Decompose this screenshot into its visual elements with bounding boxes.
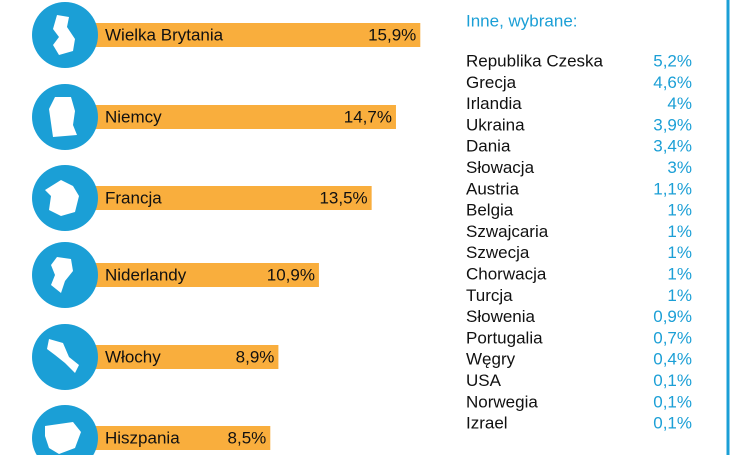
list-value: 1% — [667, 222, 692, 241]
list-value: 0,1% — [653, 414, 692, 433]
category-label: Niemcy — [105, 107, 162, 126]
list-name: Ukraina — [466, 115, 525, 134]
list-name: Turcja — [466, 286, 513, 305]
list-value: 1% — [667, 243, 692, 262]
list-name: Węgry — [466, 350, 516, 369]
list-name: Słowacja — [466, 158, 535, 177]
value-label: 13,5% — [319, 188, 367, 207]
country-shape — [53, 15, 75, 55]
list-value: 1% — [667, 264, 692, 283]
bar — [75, 105, 396, 129]
list-value: 5,2% — [653, 51, 692, 70]
list-name: Dania — [466, 137, 511, 156]
country-shape — [51, 257, 73, 293]
list-name: Republika Czeska — [466, 51, 604, 70]
list-name: Izrael — [466, 414, 508, 433]
list-name: Portugalia — [466, 328, 543, 347]
category-label: Hiszpania — [105, 428, 180, 447]
category-label: Włochy — [105, 347, 161, 366]
list-value: 3,9% — [653, 115, 692, 134]
value-label: 8,9% — [236, 347, 275, 366]
value-label: 14,7% — [344, 107, 392, 126]
list-value: 0,1% — [653, 392, 692, 411]
country-shape — [47, 339, 79, 373]
list-value: 0,9% — [653, 307, 692, 326]
list-name: Szwecja — [466, 243, 530, 262]
category-label: Niderlandy — [105, 265, 187, 284]
list-name: Chorwacja — [466, 264, 547, 283]
list-title: Inne, wybrane: — [466, 11, 578, 30]
list-value: 3,4% — [653, 137, 692, 156]
bar — [75, 426, 271, 450]
bar — [75, 23, 421, 47]
country-shape — [45, 422, 81, 454]
list-name: Szwajcaria — [466, 222, 549, 241]
bar — [75, 263, 319, 287]
value-label: 10,9% — [267, 265, 315, 284]
bar — [75, 345, 279, 369]
category-label: Wielka Brytania — [105, 25, 224, 44]
list-name: Grecja — [466, 73, 517, 92]
bar — [75, 186, 372, 210]
list-value: 0,7% — [653, 328, 692, 347]
list-value: 1% — [667, 286, 692, 305]
value-label: 8,5% — [228, 428, 267, 447]
list-value: 1% — [667, 201, 692, 220]
country-shape — [45, 180, 79, 216]
country-shape — [49, 97, 77, 137]
list-name: Austria — [466, 179, 519, 198]
list-name: Słowenia — [466, 307, 536, 326]
list-name: Irlandia — [466, 94, 522, 113]
list-value: 3% — [667, 158, 692, 177]
list-name: USA — [466, 371, 502, 390]
list-value: 4% — [667, 94, 692, 113]
list-value: 0,4% — [653, 350, 692, 369]
category-label: Francja — [105, 188, 162, 207]
list-value: 1,1% — [653, 179, 692, 198]
list-name: Belgia — [466, 201, 514, 220]
list-value: 0,1% — [653, 371, 692, 390]
list-value: 4,6% — [653, 73, 692, 92]
value-label: 15,9% — [368, 25, 416, 44]
list-name: Norwegia — [466, 392, 538, 411]
